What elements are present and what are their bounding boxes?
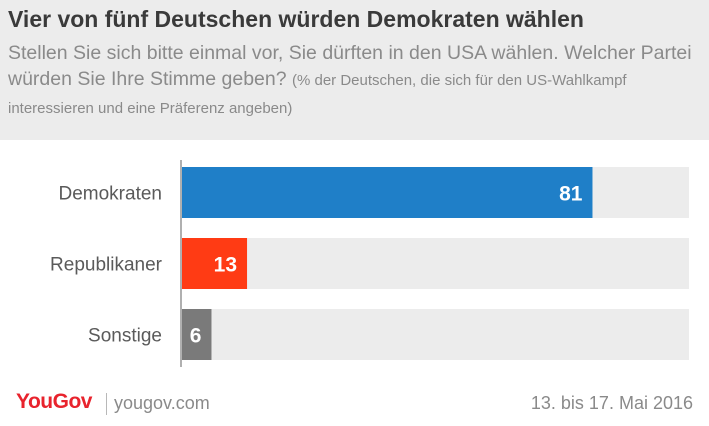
bar-track-2: [181, 309, 689, 360]
bar-0: [181, 167, 593, 218]
bar-chart-svg: Demokraten 81 Republikaner 13 Sonstige 6: [50, 160, 689, 367]
chart-header: Vier von fünf Deutschen würden Demokrate…: [0, 0, 709, 140]
footer-divider: [106, 393, 107, 415]
bar-chart: Demokraten 81 Republikaner 13 Sonstige 6: [0, 140, 709, 380]
category-label-0: Demokraten: [59, 184, 163, 205]
bar-1: [181, 238, 248, 289]
bar-track-1: [181, 238, 689, 289]
data-label-2: 6: [190, 325, 202, 348]
footer-url: yougov.com: [114, 393, 210, 413]
chart-title: Vier von fünf Deutschen würden Demokrate…: [8, 6, 584, 32]
subtitle-question: Stellen Sie sich bitte einmal vor, Sie d…: [8, 42, 692, 90]
category-label-2: Sonstige: [88, 326, 162, 347]
bar-2: [181, 309, 212, 360]
chart-subtitle: Stellen Sie sich bitte einmal vor, Sie d…: [8, 40, 704, 122]
subtitle-note: (% der Deutschen, die sich für den US-Wa…: [8, 72, 627, 117]
data-label-0: 81: [559, 183, 583, 206]
category-label-1: Republikaner: [50, 255, 163, 276]
survey-date: 13. bis 17. Mai 2016: [530, 393, 693, 413]
data-label-1: 13: [214, 254, 237, 277]
yougov-logo: YouGov: [16, 390, 92, 413]
